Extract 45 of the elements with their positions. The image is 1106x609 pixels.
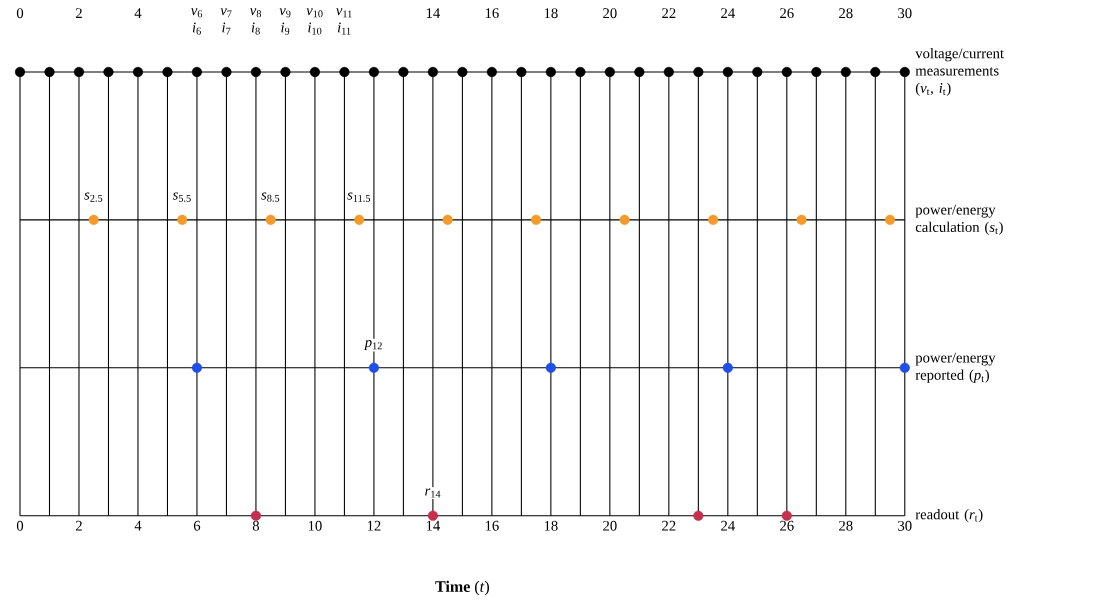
x2-tick-label: 24	[721, 8, 735, 18]
x-tick-label: 10	[308, 520, 322, 531]
x2-tick-label: v$_{10}$ i$_{10}$	[306, 8, 323, 35]
y-tick-label: power/energy calculation (s$_{t}$)	[915, 204, 1003, 235]
x2-tick-label: v$_{11}$ i$_{11}$	[336, 8, 352, 35]
x2-tick-label: v$_{9}$ i$_{9}$	[279, 8, 291, 35]
x-tick-label: 12	[367, 520, 381, 531]
x2-tick-label: 4	[134, 8, 142, 18]
x-axis-title: Time (t)	[435, 580, 490, 596]
x-tick-label: 18	[544, 520, 558, 531]
annotation: s$_{11.5}$	[347, 192, 371, 202]
x-tick-label: 4	[134, 520, 142, 531]
x-tick-label: 20	[603, 520, 617, 531]
x-tick-label: 22	[662, 520, 676, 531]
y-tick-label: readout (r$_{t}$)	[915, 509, 983, 523]
x-tick-label: 14	[426, 520, 441, 531]
x-tick-label: 0	[16, 520, 24, 531]
x-tick-label: 24	[721, 520, 735, 531]
x-tick-label: 30	[898, 520, 912, 531]
x2-tick-label: 18	[544, 8, 558, 19]
x2-tick-label: v$_{8}$ i$_{8}$	[250, 8, 262, 35]
annotation: s$_{8.5}$	[261, 192, 280, 202]
x-tick-label: 28	[839, 520, 853, 531]
x2-tick-label: 22	[662, 8, 676, 18]
x2-tick-label: 14	[426, 8, 440, 18]
x2-tick-label: 16	[485, 8, 499, 19]
annotation: s$_{5.5}$	[172, 192, 191, 202]
y-tick-label: power/energy reported (p$_{t}$)	[915, 352, 996, 383]
x-tick-label: 26	[780, 520, 794, 531]
annotation: r$_{14}$	[425, 488, 441, 498]
x2-tick-label: 20	[603, 8, 617, 19]
x-tick-label: 2	[75, 520, 82, 531]
x2-tick-label: 30	[898, 8, 912, 19]
annotation: p$_{12}$	[363, 340, 382, 351]
category-label: voltage/current measurements (v$_{t}$, i$_{t}$)	[915, 48, 1004, 96]
x-tick-label: 8	[252, 520, 260, 531]
x-tick-label: 6	[193, 520, 201, 531]
x2-tick-label: 2	[75, 8, 82, 18]
x2-tick-label: v$_{6}$ i$_{6}$	[191, 8, 203, 35]
annotation: s$_{2.5}$	[84, 192, 103, 202]
x-tick-label: 16	[485, 520, 499, 531]
x2-tick-label: 0	[16, 8, 24, 19]
x2-tick-label: 28	[839, 8, 853, 19]
x2-tick-label: 26	[780, 8, 794, 19]
x2-tick-label: v$_{7}$ i$_{7}$	[220, 8, 232, 35]
